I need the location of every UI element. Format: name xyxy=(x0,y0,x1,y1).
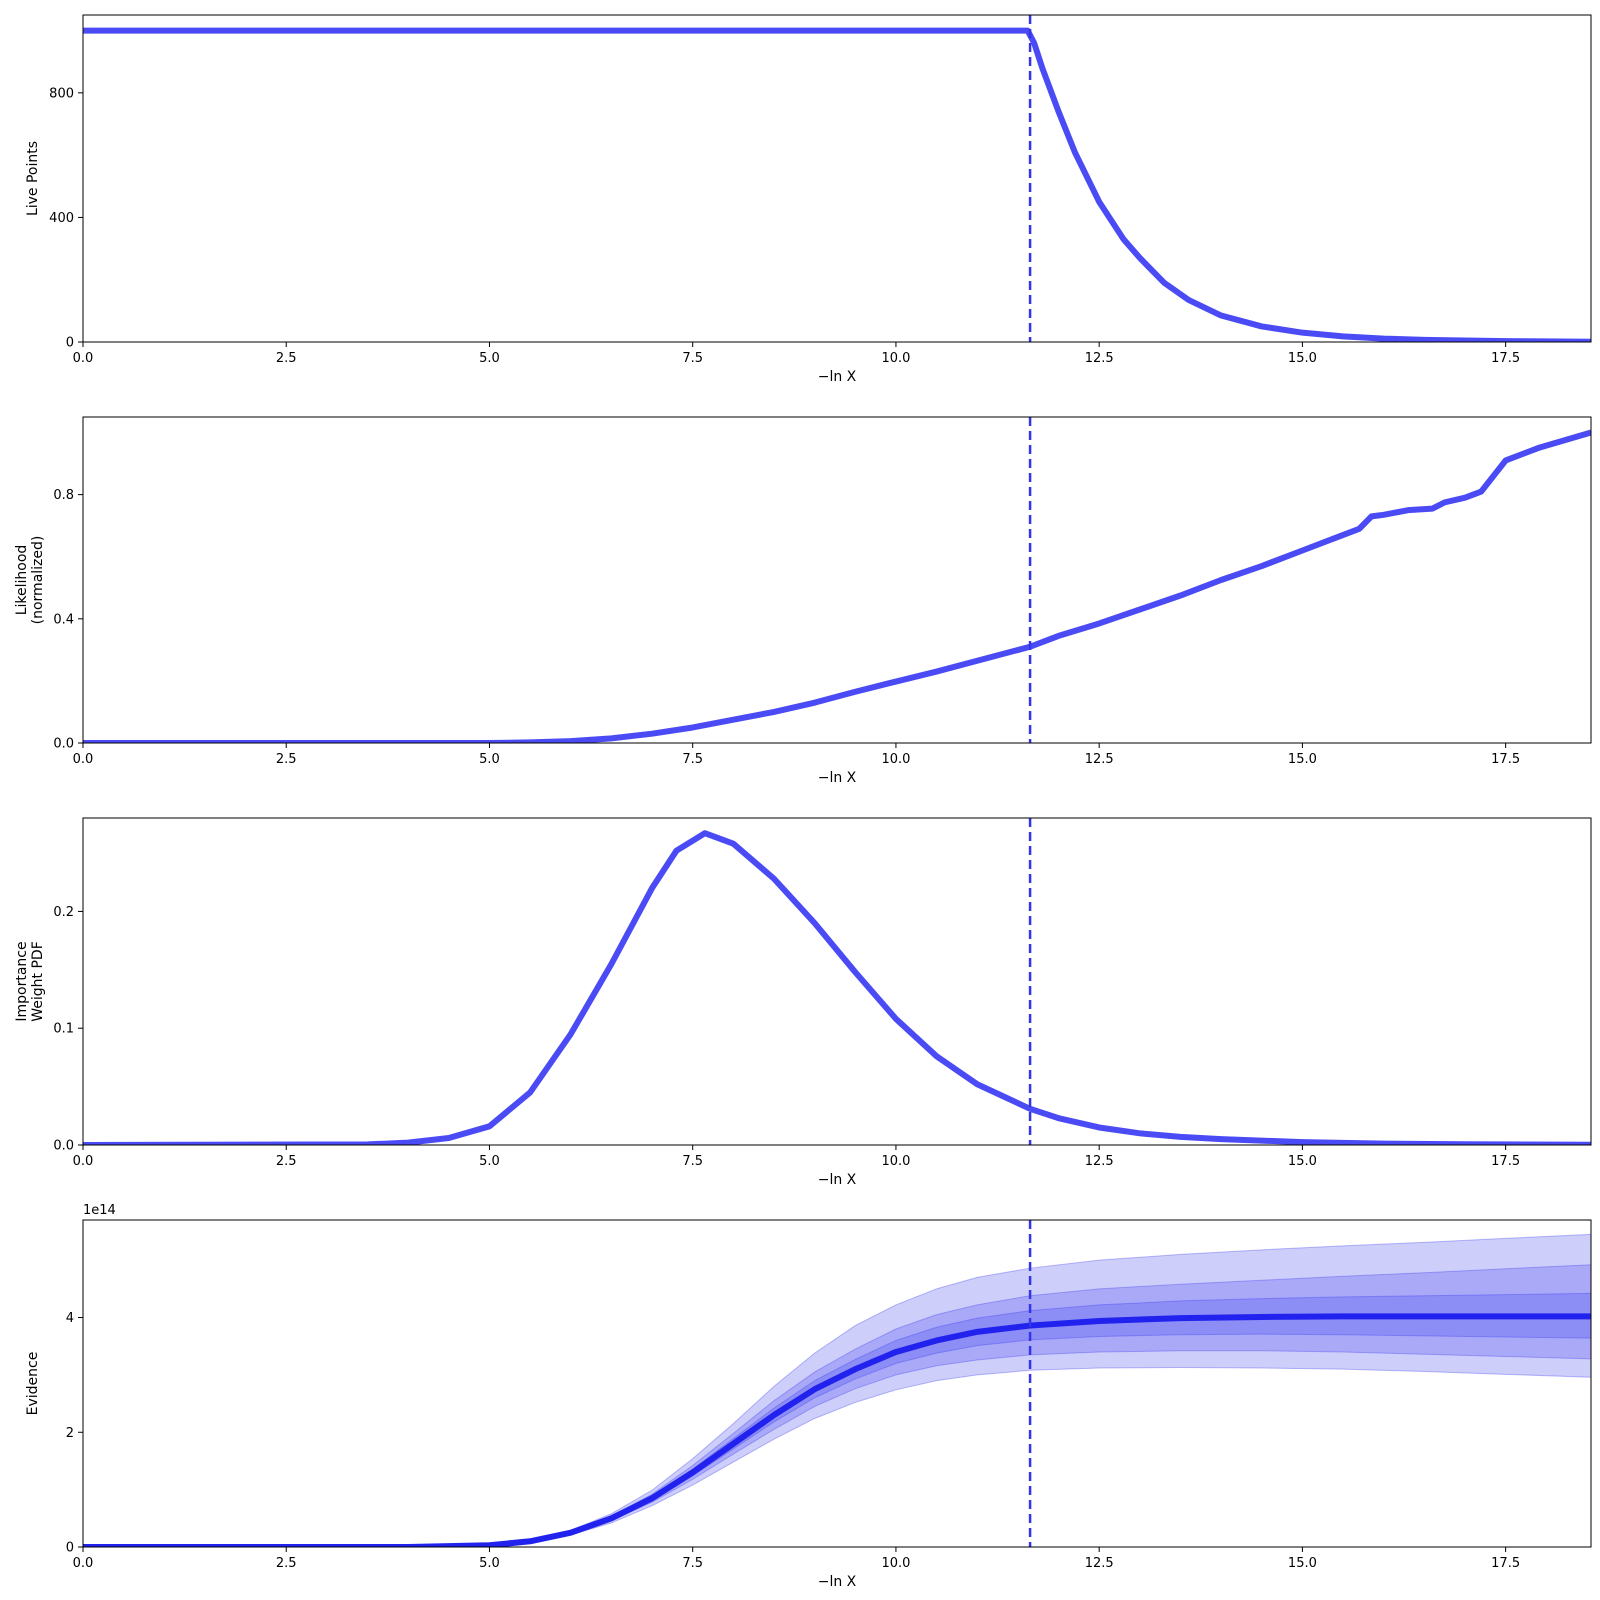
y-axis-label: Importance xyxy=(14,941,30,1021)
x-tick-label: 15.0 xyxy=(1288,752,1317,767)
plot-area xyxy=(83,1220,1591,1547)
x-axis-label: −ln X xyxy=(818,1574,857,1590)
plot-area xyxy=(83,15,1591,342)
x-tick-label: 0.0 xyxy=(73,1154,94,1169)
x-axis-label: −ln X xyxy=(818,770,857,786)
x-tick-label: 5.0 xyxy=(479,752,500,767)
panel-4: 0.0 2.5 5.0 7.5 10.0 12.5 15.0 17.5 −ln X 0 2 4 Evid… xyxy=(25,1203,1592,1590)
x-axis-label: −ln X xyxy=(818,369,857,385)
x-tick-label: 7.5 xyxy=(682,351,703,366)
series-line-0 xyxy=(83,27,1591,342)
x-tick-label: 12.5 xyxy=(1085,1154,1114,1169)
axes-frame xyxy=(82,14,1592,343)
evidence-band-1 xyxy=(83,1264,1591,1547)
series-line-0 xyxy=(83,830,1591,1145)
panel-3: 0.0 2.5 5.0 7.5 10.0 12.5 15.0 17.5 −ln X 0.0 0.1 0… xyxy=(14,817,1592,1188)
y-tick-label: 4 xyxy=(66,1311,74,1326)
x-tick-label: 17.5 xyxy=(1491,1556,1520,1571)
x-tick-label: 7.5 xyxy=(682,1154,703,1169)
x-tick-label: 12.5 xyxy=(1085,351,1114,366)
x-tick-label: 15.0 xyxy=(1288,1154,1317,1169)
x-tick-label: 5.0 xyxy=(479,1154,500,1169)
y-tick-label: 0.0 xyxy=(53,737,74,752)
x-tick-label: 10.0 xyxy=(881,1556,910,1571)
x-tick-label: 15.0 xyxy=(1288,1556,1317,1571)
x-tick-label: 17.5 xyxy=(1491,752,1520,767)
evidence-band-2 xyxy=(83,1233,1591,1547)
x-tick-label: 2.5 xyxy=(276,1154,297,1169)
x-tick-label: 17.5 xyxy=(1491,1154,1520,1169)
y-axis-label: Live Points xyxy=(25,141,41,216)
series-line-0 xyxy=(83,429,1591,743)
y-tick-label: 0 xyxy=(66,336,74,351)
evidence-line xyxy=(83,1313,1591,1547)
plot-area xyxy=(83,417,1591,743)
axes-frame xyxy=(82,416,1592,744)
x-tick-label: 2.5 xyxy=(276,1556,297,1571)
x-tick-label: 2.5 xyxy=(276,752,297,767)
y-tick-label: 400 xyxy=(49,211,74,226)
x-tick-label: 10.0 xyxy=(881,1154,910,1169)
x-tick-label: 0.0 xyxy=(73,1556,94,1571)
x-tick-label: 12.5 xyxy=(1085,1556,1114,1571)
x-tick-label: 12.5 xyxy=(1085,752,1114,767)
y-tick-label: 2 xyxy=(66,1426,74,1441)
x-tick-label: 7.5 xyxy=(682,1556,703,1571)
x-tick-label: 15.0 xyxy=(1288,351,1317,366)
y-tick-label: 0 xyxy=(66,1541,74,1556)
x-axis-label: −ln X xyxy=(818,1172,857,1188)
panel-1: 0.0 2.5 5.0 7.5 10.0 12.5 15.0 17.5 −ln X 0 400 800… xyxy=(25,14,1592,385)
y-tick-label: 0.0 xyxy=(53,1139,74,1154)
x-tick-label: 0.0 xyxy=(73,752,94,767)
y-axis-label: Weight PDF xyxy=(30,941,46,1022)
y-tick-label: 800 xyxy=(49,86,74,101)
axes-frame xyxy=(82,817,1592,1146)
y-tick-label: 0.2 xyxy=(53,905,74,920)
x-tick-label: 0.0 xyxy=(73,351,94,366)
y-tick-label: 0.8 xyxy=(53,488,74,503)
x-tick-label: 2.5 xyxy=(276,351,297,366)
axes-frame xyxy=(82,1219,1592,1548)
plot-area xyxy=(83,818,1591,1145)
y-tick-label: 0.4 xyxy=(53,612,74,627)
y-tick-label: 0.1 xyxy=(53,1022,74,1037)
x-tick-label: 17.5 xyxy=(1491,351,1520,366)
y-axis-label: Evidence xyxy=(25,1352,41,1416)
x-tick-label: 10.0 xyxy=(881,351,910,366)
x-tick-label: 10.0 xyxy=(881,752,910,767)
x-tick-label: 7.5 xyxy=(682,752,703,767)
x-tick-label: 5.0 xyxy=(479,351,500,366)
y-axis-label: (normalized) xyxy=(30,536,46,625)
y-offset-text: 1e14 xyxy=(83,1203,116,1218)
panel-2: 0.0 2.5 5.0 7.5 10.0 12.5 15.0 17.5 −ln X 0.0 0.4 0… xyxy=(14,416,1592,786)
x-tick-label: 5.0 xyxy=(479,1556,500,1571)
y-axis-label: Likelihood xyxy=(14,545,30,616)
